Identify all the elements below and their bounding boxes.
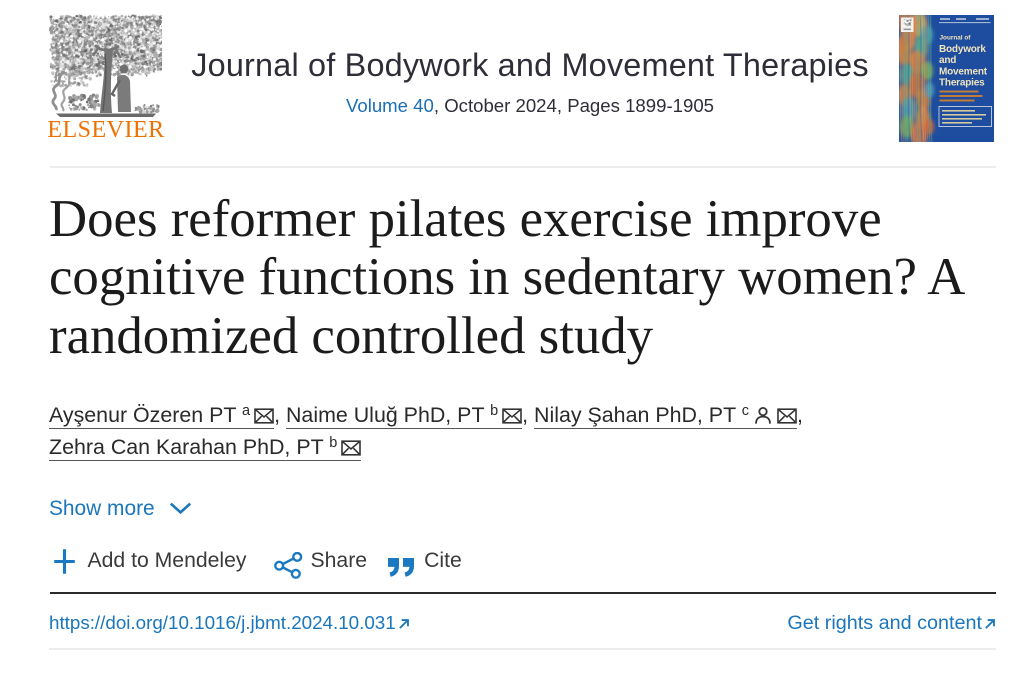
svg-text:and: and: [939, 55, 956, 66]
svg-text:Journal of: Journal of: [940, 35, 972, 42]
svg-text:Movement: Movement: [939, 66, 988, 77]
svg-text:Therapies: Therapies: [939, 78, 985, 89]
svg-text:Bodywork: Bodywork: [939, 44, 986, 55]
